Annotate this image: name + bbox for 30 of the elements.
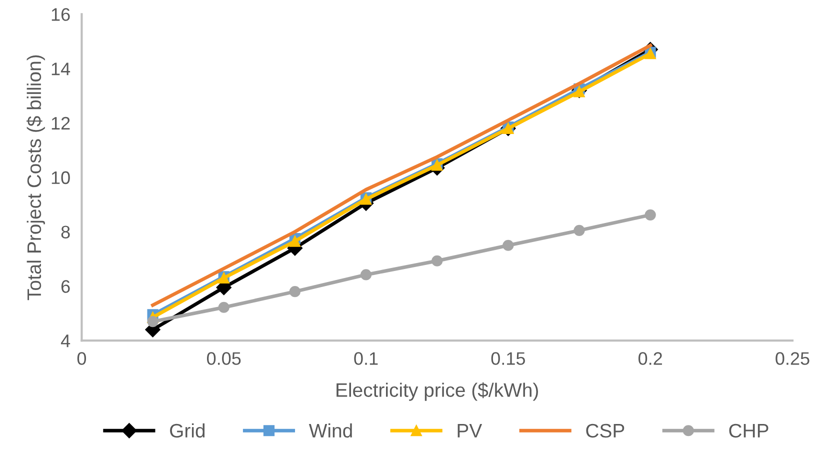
y-tick-label: 16	[52, 8, 70, 21]
y-tick-label: 12	[52, 116, 70, 130]
point	[502, 240, 514, 251]
x-tick-label: 0.15	[491, 352, 525, 365]
y-tick-label: 6	[61, 280, 70, 293]
x-tick-label: 0.2	[638, 352, 662, 365]
x-tick-label: 0.05	[206, 352, 241, 365]
y-tick-label: 10	[52, 171, 70, 184]
point	[432, 255, 443, 266]
x-tick-label: 0.1	[354, 352, 378, 365]
y-tick-label: 14	[52, 62, 70, 76]
point	[360, 269, 372, 280]
point	[644, 209, 656, 220]
y-tick-label: 8	[61, 226, 70, 238]
legend-label: PV	[458, 424, 482, 438]
legend-label: CSP	[586, 424, 624, 438]
y-axis-title: Total Project Costs ($ billion)	[26, 55, 45, 300]
x-axis-title: Electricity price ($/kWh)	[336, 382, 538, 401]
legend-label: CHP	[729, 424, 768, 438]
point	[289, 236, 300, 247]
point	[218, 302, 230, 313]
point	[147, 316, 158, 328]
y-tick-label: 4	[60, 334, 70, 348]
x-tick-label: 0	[77, 352, 86, 365]
point	[289, 286, 300, 298]
point	[574, 86, 585, 98]
legend-label: Grid	[170, 423, 205, 438]
point	[574, 224, 585, 236]
x-tick-label: 0.25	[776, 352, 810, 365]
legend-label: Wind	[308, 423, 352, 438]
